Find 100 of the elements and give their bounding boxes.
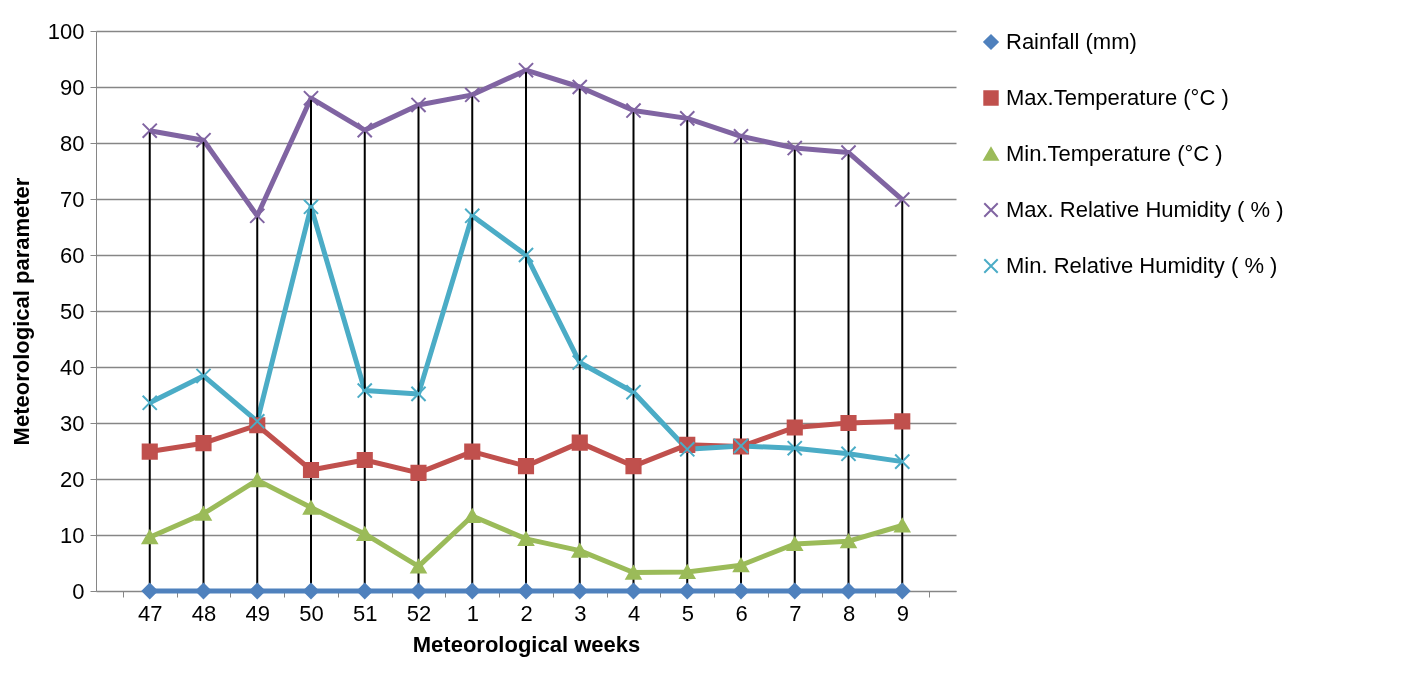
point bbox=[625, 384, 642, 401]
point bbox=[679, 441, 696, 458]
point bbox=[625, 565, 642, 580]
point bbox=[894, 582, 911, 600]
point bbox=[679, 582, 696, 600]
x-tick-label: 5 bbox=[681, 600, 694, 626]
point bbox=[464, 443, 481, 460]
point bbox=[894, 191, 911, 208]
point bbox=[141, 122, 158, 139]
point bbox=[464, 582, 481, 600]
x-tick-label: 50 bbox=[299, 600, 324, 626]
x-tick-label: 1 bbox=[466, 600, 479, 626]
point bbox=[464, 207, 481, 224]
x-tick-label: 8 bbox=[842, 600, 856, 626]
x-tick-label: 49 bbox=[245, 600, 270, 626]
point bbox=[786, 440, 803, 457]
point bbox=[571, 434, 588, 451]
point bbox=[786, 419, 803, 436]
x-tick-label: 7 bbox=[789, 600, 802, 626]
point bbox=[302, 582, 320, 600]
point bbox=[517, 458, 535, 475]
y-tick-label: 0 bbox=[72, 578, 85, 604]
point bbox=[571, 78, 588, 96]
point bbox=[141, 582, 158, 600]
point bbox=[625, 102, 642, 119]
legend-label: Rainfall (mm) bbox=[1006, 29, 1137, 54]
y-tick-label: 60 bbox=[60, 242, 85, 268]
y-tick-label: 70 bbox=[60, 186, 85, 212]
point bbox=[141, 530, 158, 545]
point bbox=[195, 582, 212, 600]
point bbox=[786, 582, 803, 600]
point bbox=[894, 413, 911, 430]
point bbox=[356, 582, 373, 600]
point bbox=[732, 558, 750, 573]
point bbox=[410, 559, 427, 574]
point bbox=[679, 110, 696, 127]
point bbox=[840, 144, 857, 161]
point bbox=[195, 132, 212, 149]
point bbox=[141, 443, 158, 460]
point bbox=[410, 385, 427, 402]
point bbox=[249, 582, 266, 600]
point bbox=[356, 382, 373, 399]
point bbox=[840, 582, 857, 600]
y-tick-label: 40 bbox=[60, 354, 85, 380]
point bbox=[625, 458, 642, 475]
point bbox=[786, 139, 803, 157]
point bbox=[732, 128, 750, 145]
point bbox=[517, 531, 535, 547]
point bbox=[840, 534, 857, 549]
point bbox=[517, 62, 535, 79]
y-tick-label: 20 bbox=[60, 466, 85, 492]
x-tick-label: 4 bbox=[627, 600, 641, 626]
point bbox=[410, 464, 427, 481]
point bbox=[249, 473, 266, 488]
point bbox=[410, 582, 427, 600]
point bbox=[464, 508, 481, 524]
x-tick-label: 6 bbox=[735, 600, 748, 626]
point bbox=[249, 207, 266, 224]
point bbox=[356, 451, 373, 469]
point bbox=[302, 500, 320, 515]
point bbox=[141, 394, 158, 411]
point bbox=[302, 461, 320, 479]
point bbox=[410, 96, 427, 113]
point bbox=[679, 564, 696, 580]
y-tick-label: 80 bbox=[60, 130, 85, 156]
x-tick-label: 47 bbox=[138, 600, 163, 626]
point bbox=[302, 90, 320, 107]
x-tick-label: 48 bbox=[191, 600, 217, 626]
legend-label: Min.Temperature (°C ) bbox=[1006, 141, 1223, 166]
point bbox=[894, 453, 911, 470]
x-tick-label: 52 bbox=[406, 600, 432, 626]
y-tick-label: 10 bbox=[60, 522, 85, 548]
legend-label: Max.Temperature (°C ) bbox=[1006, 85, 1229, 110]
point bbox=[195, 435, 212, 452]
point bbox=[249, 413, 266, 430]
point bbox=[517, 246, 535, 264]
point bbox=[840, 445, 857, 462]
y-tick-label: 30 bbox=[60, 410, 85, 436]
point bbox=[786, 536, 803, 552]
x-axis-title: Meteorological weeks bbox=[412, 631, 641, 657]
x-tick-label: 2 bbox=[520, 600, 533, 626]
y-tick-label: 90 bbox=[60, 74, 85, 100]
point bbox=[571, 582, 588, 600]
point bbox=[356, 122, 373, 139]
point bbox=[732, 582, 750, 600]
point bbox=[302, 198, 320, 215]
point bbox=[625, 582, 642, 600]
y-axis-title: Meteorological parameter bbox=[8, 177, 34, 446]
point bbox=[195, 506, 212, 521]
point bbox=[571, 354, 588, 371]
x-tick-label: 51 bbox=[353, 600, 378, 626]
point bbox=[517, 582, 535, 600]
legend-label: Max. Relative Humidity ( % ) bbox=[1006, 197, 1284, 222]
point bbox=[840, 414, 857, 432]
point bbox=[571, 543, 588, 558]
y-tick-label: 100 bbox=[47, 18, 85, 44]
x-tick-label: 3 bbox=[574, 600, 587, 626]
point bbox=[894, 518, 911, 533]
point bbox=[195, 367, 212, 385]
point bbox=[356, 526, 373, 541]
